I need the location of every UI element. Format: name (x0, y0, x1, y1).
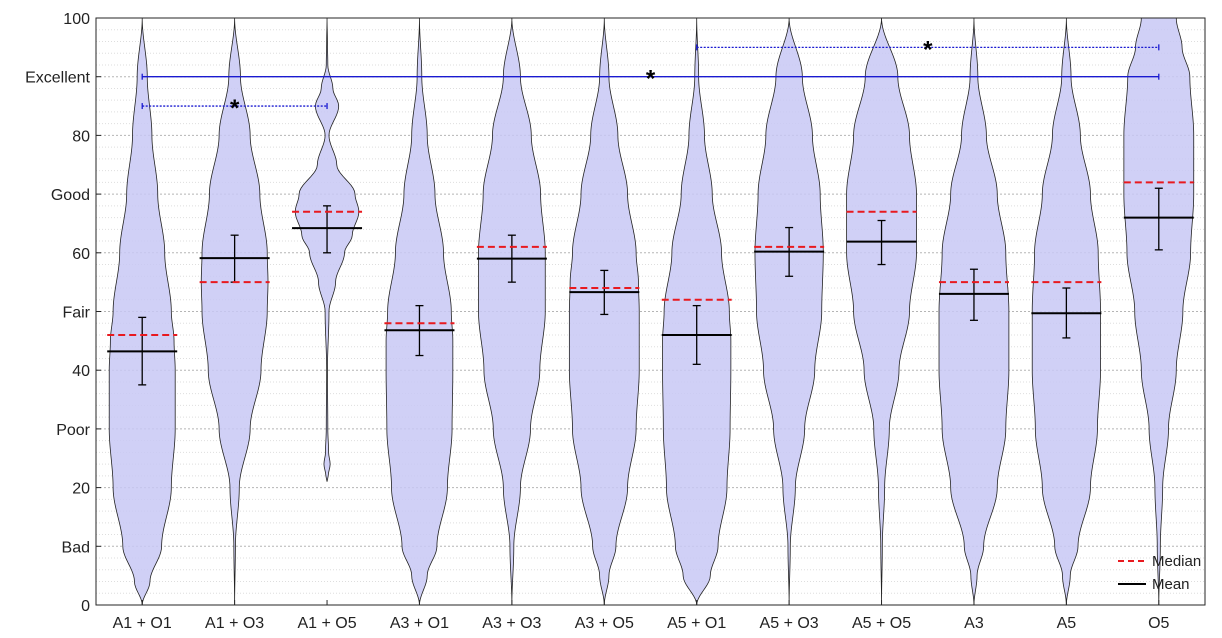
x-tick-label: O5 (1148, 615, 1169, 632)
significance-star: * (230, 95, 240, 122)
x-tick-label: A5 (1057, 615, 1077, 632)
x-tick-label: A3 (964, 615, 984, 632)
y-tick-label: 0 (81, 598, 90, 615)
x-tick-label: A1 + O5 (297, 615, 356, 632)
violins (108, 17, 1195, 606)
significance-star: * (923, 36, 933, 63)
legend: Median Mean (1118, 553, 1201, 593)
y-tick-label: 20 (72, 481, 90, 498)
y-tick-label: Fair (62, 305, 90, 322)
y-tick-label: 80 (72, 128, 90, 145)
legend-median-label: Median (1152, 553, 1201, 570)
legend-mean-label: Mean (1152, 576, 1190, 593)
x-tick-label: A1 + O3 (205, 615, 264, 632)
y-tick-label: Poor (56, 422, 90, 439)
y-tick-label: 40 (72, 363, 90, 380)
y-axis-ticks: 0 Bad 20 Poor 40 Fair 60 Good 80 Excellent 100 (25, 11, 101, 615)
x-tick-label: A5 + O5 (852, 615, 911, 632)
y-tick-label: 60 (72, 246, 90, 263)
y-tick-label: Bad (62, 539, 90, 556)
x-tick-label: A1 + O1 (113, 615, 172, 632)
y-tick-label: Excellent (25, 70, 90, 87)
y-tick-label: Good (51, 187, 90, 204)
y-tick-label: 100 (63, 11, 90, 28)
x-tick-label: A3 + O1 (390, 615, 449, 632)
x-tick-label: A5 + O3 (760, 615, 819, 632)
x-tick-label: A3 + O5 (575, 615, 634, 632)
stat-markers (107, 181, 1194, 386)
significance-star: * (646, 66, 656, 93)
x-tick-label: A5 + O1 (667, 615, 726, 632)
grid-lines (96, 29, 1205, 594)
x-axis-ticks: A1 + O1 A1 + O3 A1 + O5 A3 + O1 A3 + O3 A3 + … (113, 600, 1170, 632)
x-tick-label: A3 + O3 (482, 615, 541, 632)
significance-brackets: * * * (141, 36, 1160, 122)
